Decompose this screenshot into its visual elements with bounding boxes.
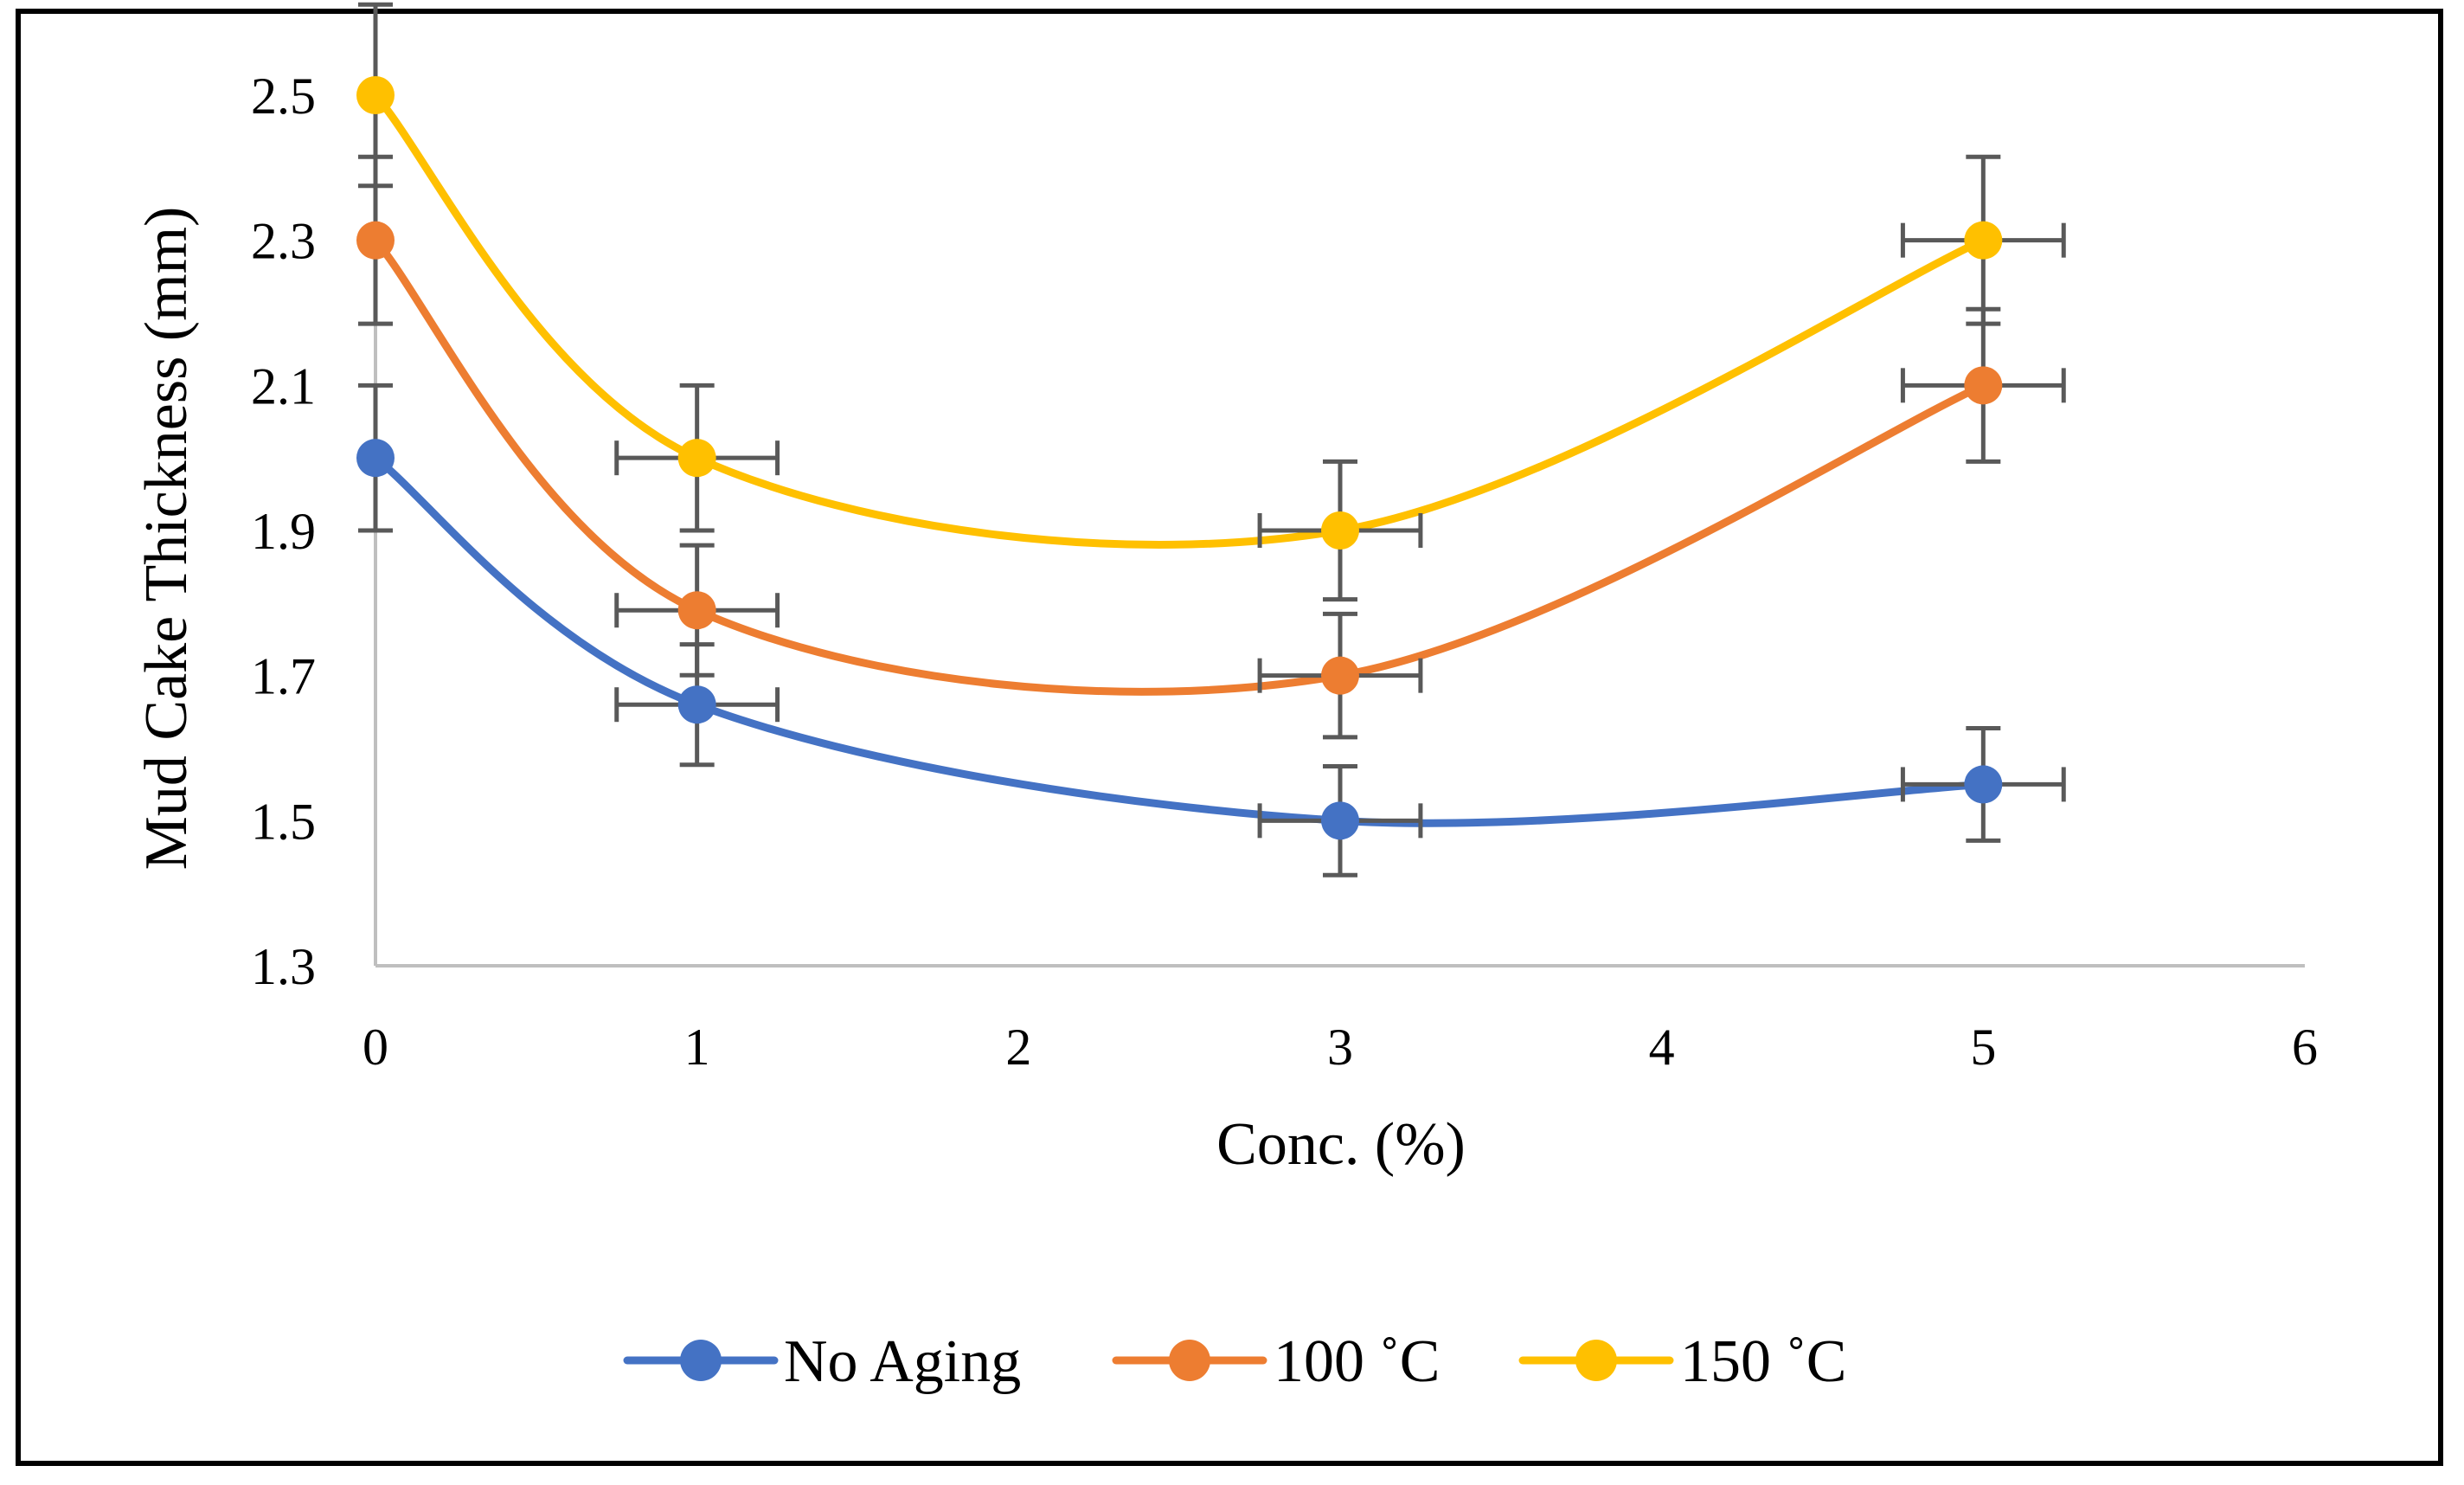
y-tick-labels: 1.3 1.5 1.7 1.9 2.1 2.3 2.5: [251, 68, 316, 995]
legend-label-150c: 150 ˚C: [1680, 1328, 1847, 1395]
legend-label-100c: 100 ˚C: [1274, 1328, 1441, 1395]
legend-item-150c: 150 ˚C: [1518, 1328, 1847, 1395]
data-point-100-c: [356, 221, 395, 260]
data-point-no-aging: [356, 439, 395, 478]
series-line-100-c: [371, 236, 1987, 696]
y-tick-label: 1.7: [251, 648, 316, 705]
series-layer: [371, 91, 1987, 827]
data-point-no-aging: [677, 685, 716, 724]
markers: [356, 76, 2003, 840]
series-line-no-aging: [371, 453, 1987, 827]
data-point-no-aging: [1321, 801, 1359, 840]
data-point-150-c: [677, 439, 716, 478]
x-tick-labels: 0 1 2 3 4 5 6: [363, 1019, 2318, 1076]
x-tick-label: 2: [1005, 1019, 1031, 1076]
data-point-150-c: [1321, 511, 1359, 550]
y-tick-label: 2.3: [251, 213, 316, 270]
legend-marker-100c: [1169, 1340, 1210, 1381]
legend-item-100c: 100 ˚C: [1112, 1328, 1441, 1395]
data-point-no-aging: [1964, 765, 2003, 804]
legend: No Aging 100 ˚C 150 ˚C: [623, 1328, 1847, 1395]
data-point-100-c: [677, 591, 716, 630]
x-tick-label: 3: [1327, 1019, 1353, 1076]
x-axis-title: Conc. (%): [1216, 1111, 1466, 1178]
x-tick-label: 0: [363, 1019, 388, 1076]
x-tick-label: 5: [1970, 1019, 1996, 1076]
y-tick-label: 2.5: [251, 68, 316, 125]
data-point-100-c: [1321, 656, 1359, 695]
legend-item-no-aging: No Aging: [623, 1328, 1021, 1395]
data-point-150-c: [1964, 221, 2003, 260]
y-tick-label: 1.5: [251, 793, 316, 850]
data-point-150-c: [356, 76, 395, 114]
y-tick-label: 1.3: [251, 938, 316, 995]
x-tick-label: 1: [684, 1019, 710, 1076]
data-point-100-c: [1964, 366, 2003, 405]
y-tick-label: 1.9: [251, 503, 316, 560]
legend-marker-150c: [1575, 1340, 1617, 1381]
x-tick-label: 4: [1649, 1019, 1675, 1076]
y-axis-title: Mud Cake Thickness (mm): [133, 207, 200, 871]
error-bars: [358, 2, 2066, 878]
legend-marker-no-aging: [680, 1340, 722, 1381]
x-tick-label: 6: [2292, 1019, 2318, 1076]
legend-label-no-aging: No Aging: [784, 1328, 1021, 1395]
y-tick-label: 2.1: [251, 357, 316, 415]
series-line-150-c: [371, 91, 1987, 549]
chart-frame: [16, 9, 2443, 1466]
